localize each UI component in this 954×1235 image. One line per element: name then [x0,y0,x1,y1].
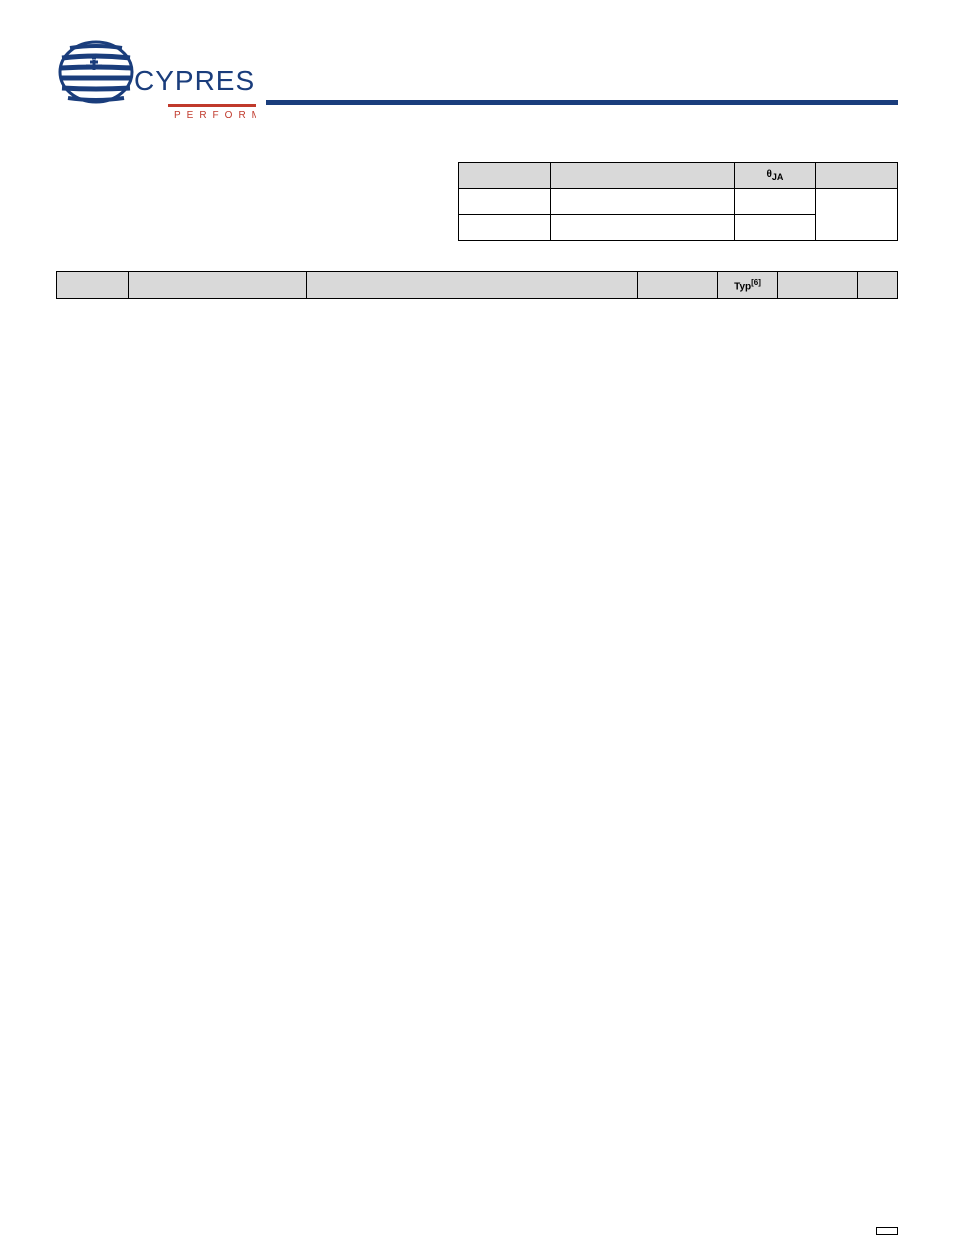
svg-text:CYPRESS: CYPRESS [134,65,256,96]
dc-th-typ: Typ[6] [718,272,778,299]
dc-th-cond [307,272,638,299]
dc-th-unit [858,272,898,299]
thermal-left [56,158,428,241]
thermal-pkg-0 [459,189,551,215]
svg-text:PERFORM: PERFORM [174,110,256,121]
thermal-th-unit [816,163,898,189]
page-root: CYPRESS PERFORM [0,0,954,589]
dc-th-desc [129,272,307,299]
thermal-th-pkg [459,163,551,189]
dc-table: Typ[6] [56,271,898,299]
thermal-table: θJA [458,162,898,241]
thermal-ja-0 [734,189,816,215]
header-rule [266,100,898,105]
cypress-logo: CYPRESS PERFORM [56,30,256,130]
thermal-unit [816,189,898,241]
dc-th-max [778,272,858,299]
thermal-th-ja: θJA [734,163,816,189]
content-area: θJA [56,158,898,299]
page-header: CYPRESS PERFORM [56,30,898,130]
thermal-pkgtype-0 [550,189,734,215]
thermal-row-0 [459,189,898,215]
thermal-row: θJA [56,158,898,241]
thermal-right: θJA [458,158,898,241]
dc-th-min [638,272,718,299]
thermal-ja-1 [734,215,816,241]
page-number [876,1227,898,1235]
thermal-pkg-1 [459,215,551,241]
thermal-th-pkgtype [550,163,734,189]
thermal-pkgtype-1 [550,215,734,241]
dc-th-param [57,272,129,299]
